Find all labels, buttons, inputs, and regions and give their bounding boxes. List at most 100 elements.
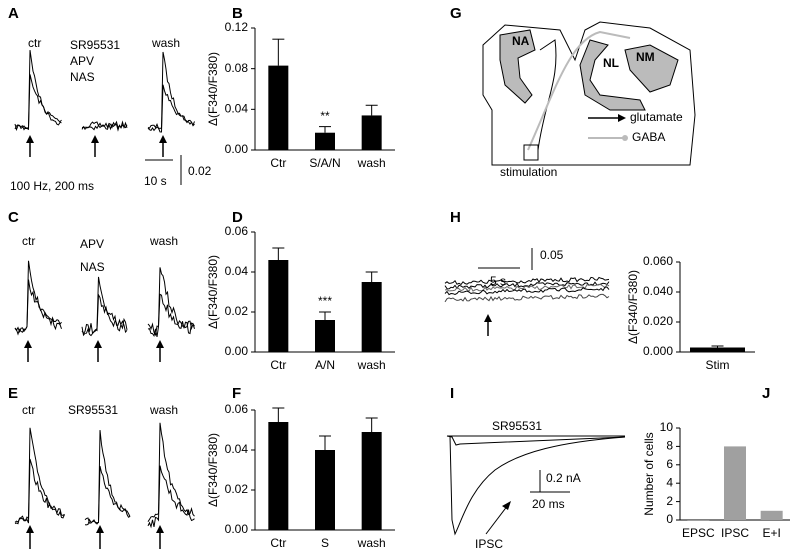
bar	[268, 422, 289, 530]
trace	[14, 458, 65, 524]
y-tick-label: 0.00	[225, 344, 249, 358]
label: stimulation	[500, 165, 557, 179]
trace	[81, 276, 128, 337]
bar	[315, 450, 335, 530]
y-axis-label: Number of cells	[642, 432, 656, 515]
bar	[724, 446, 746, 520]
trace	[81, 293, 128, 335]
trace	[447, 435, 626, 536]
x-tick-label: A/N	[315, 358, 335, 372]
y-tick-label: 0.04	[225, 442, 249, 456]
label: SR95531	[68, 403, 118, 417]
trace	[14, 74, 62, 131]
x-tick-label: wash	[357, 156, 386, 170]
bar	[361, 282, 382, 352]
trace	[444, 281, 610, 290]
y-axis-label: Δ(F340/F380)	[206, 255, 220, 329]
trace	[444, 293, 610, 303]
trace	[147, 465, 195, 529]
y-tick-label: 10	[660, 420, 674, 434]
scale-label: 20 ms	[532, 497, 565, 511]
trace	[81, 120, 128, 130]
stim-arrow	[484, 314, 492, 322]
y-axis-label: Δ(F340/F380)	[206, 52, 220, 126]
legend-label: GABA	[632, 130, 665, 144]
y-tick-label: 0.04	[225, 264, 249, 278]
significance: **	[320, 109, 330, 123]
y-axis-label: Δ(F340/F380)	[626, 270, 640, 344]
trace	[147, 84, 195, 133]
x-tick-label: S/A/N	[309, 156, 340, 170]
legend-label: glutamate	[630, 110, 683, 124]
label: ctr	[22, 403, 35, 417]
label: NAS	[80, 260, 105, 274]
stim-arrow	[24, 340, 32, 348]
label: ctr	[28, 36, 41, 50]
y-tick-label: 0	[666, 512, 673, 526]
panel-letter: I	[450, 385, 454, 402]
nucleus	[624, 44, 679, 93]
legend-arrow	[618, 114, 626, 122]
stim-arrow	[159, 135, 167, 143]
y-tick-label: 0.000	[643, 344, 673, 358]
stimulation-box	[523, 144, 539, 161]
label: SR95531	[70, 38, 120, 52]
x-tick-label: Ctr	[270, 156, 286, 170]
x-tick-label: E+I	[762, 526, 780, 540]
trace	[14, 279, 62, 336]
x-tick-label: wash	[357, 358, 386, 372]
gaba-path	[527, 30, 631, 151]
stim-arrow	[94, 340, 102, 348]
nucleus	[499, 29, 536, 104]
panel-letter: C	[8, 209, 19, 226]
panel-letter: E	[8, 385, 18, 402]
x-tick-label: wash	[357, 536, 386, 550]
trace	[444, 286, 610, 296]
significance: ***	[318, 294, 332, 308]
bar	[268, 65, 289, 150]
x-tick-label: EPSC	[682, 526, 715, 540]
y-tick-label: 0.04	[225, 102, 249, 116]
y-tick-label: 6	[666, 457, 673, 471]
y-tick-label: 0.08	[225, 61, 249, 75]
x-tick-label: S	[321, 536, 329, 550]
y-tick-label: 8	[666, 439, 673, 453]
label: wash	[149, 403, 178, 417]
nucleus-label: NA	[512, 34, 530, 48]
y-tick-label: 0.12	[225, 20, 249, 34]
y-tick-label: 0.060	[643, 254, 673, 268]
y-tick-label: 2	[666, 494, 673, 508]
trace	[444, 283, 610, 292]
trace	[147, 267, 195, 337]
bar	[690, 347, 745, 352]
scale-label: 0.2 nA	[546, 471, 581, 485]
y-tick-label: 0.040	[643, 284, 673, 298]
label: APV	[70, 54, 94, 68]
trace	[147, 422, 195, 522]
label: 100 Hz, 200 ms	[10, 179, 94, 193]
x-tick-label: Stim	[706, 358, 730, 372]
label: NAS	[70, 70, 95, 84]
panel-letter: H	[450, 209, 461, 226]
glutamate-path	[537, 39, 557, 151]
x-tick-label: Ctr	[270, 358, 286, 372]
x-tick-label: IPSC	[721, 526, 749, 540]
trace	[444, 276, 610, 286]
bar	[361, 115, 382, 150]
nucleus	[579, 39, 646, 111]
y-tick-label: 0.02	[225, 482, 249, 496]
y-tick-label: 0.00	[225, 522, 249, 536]
stim-arrow	[156, 340, 164, 348]
legend-dot	[622, 135, 628, 141]
panel-letter: D	[232, 209, 243, 226]
y-axis-label: Δ(F340/F380)	[206, 433, 220, 507]
trace	[446, 435, 626, 446]
bar	[315, 132, 335, 150]
panel-letter: J	[762, 385, 770, 402]
scale-label: 0.05	[540, 248, 564, 262]
trace	[147, 51, 195, 130]
nucleus-label: NM	[636, 50, 655, 64]
bar	[760, 510, 783, 520]
scale-label: 10 s	[144, 174, 167, 188]
